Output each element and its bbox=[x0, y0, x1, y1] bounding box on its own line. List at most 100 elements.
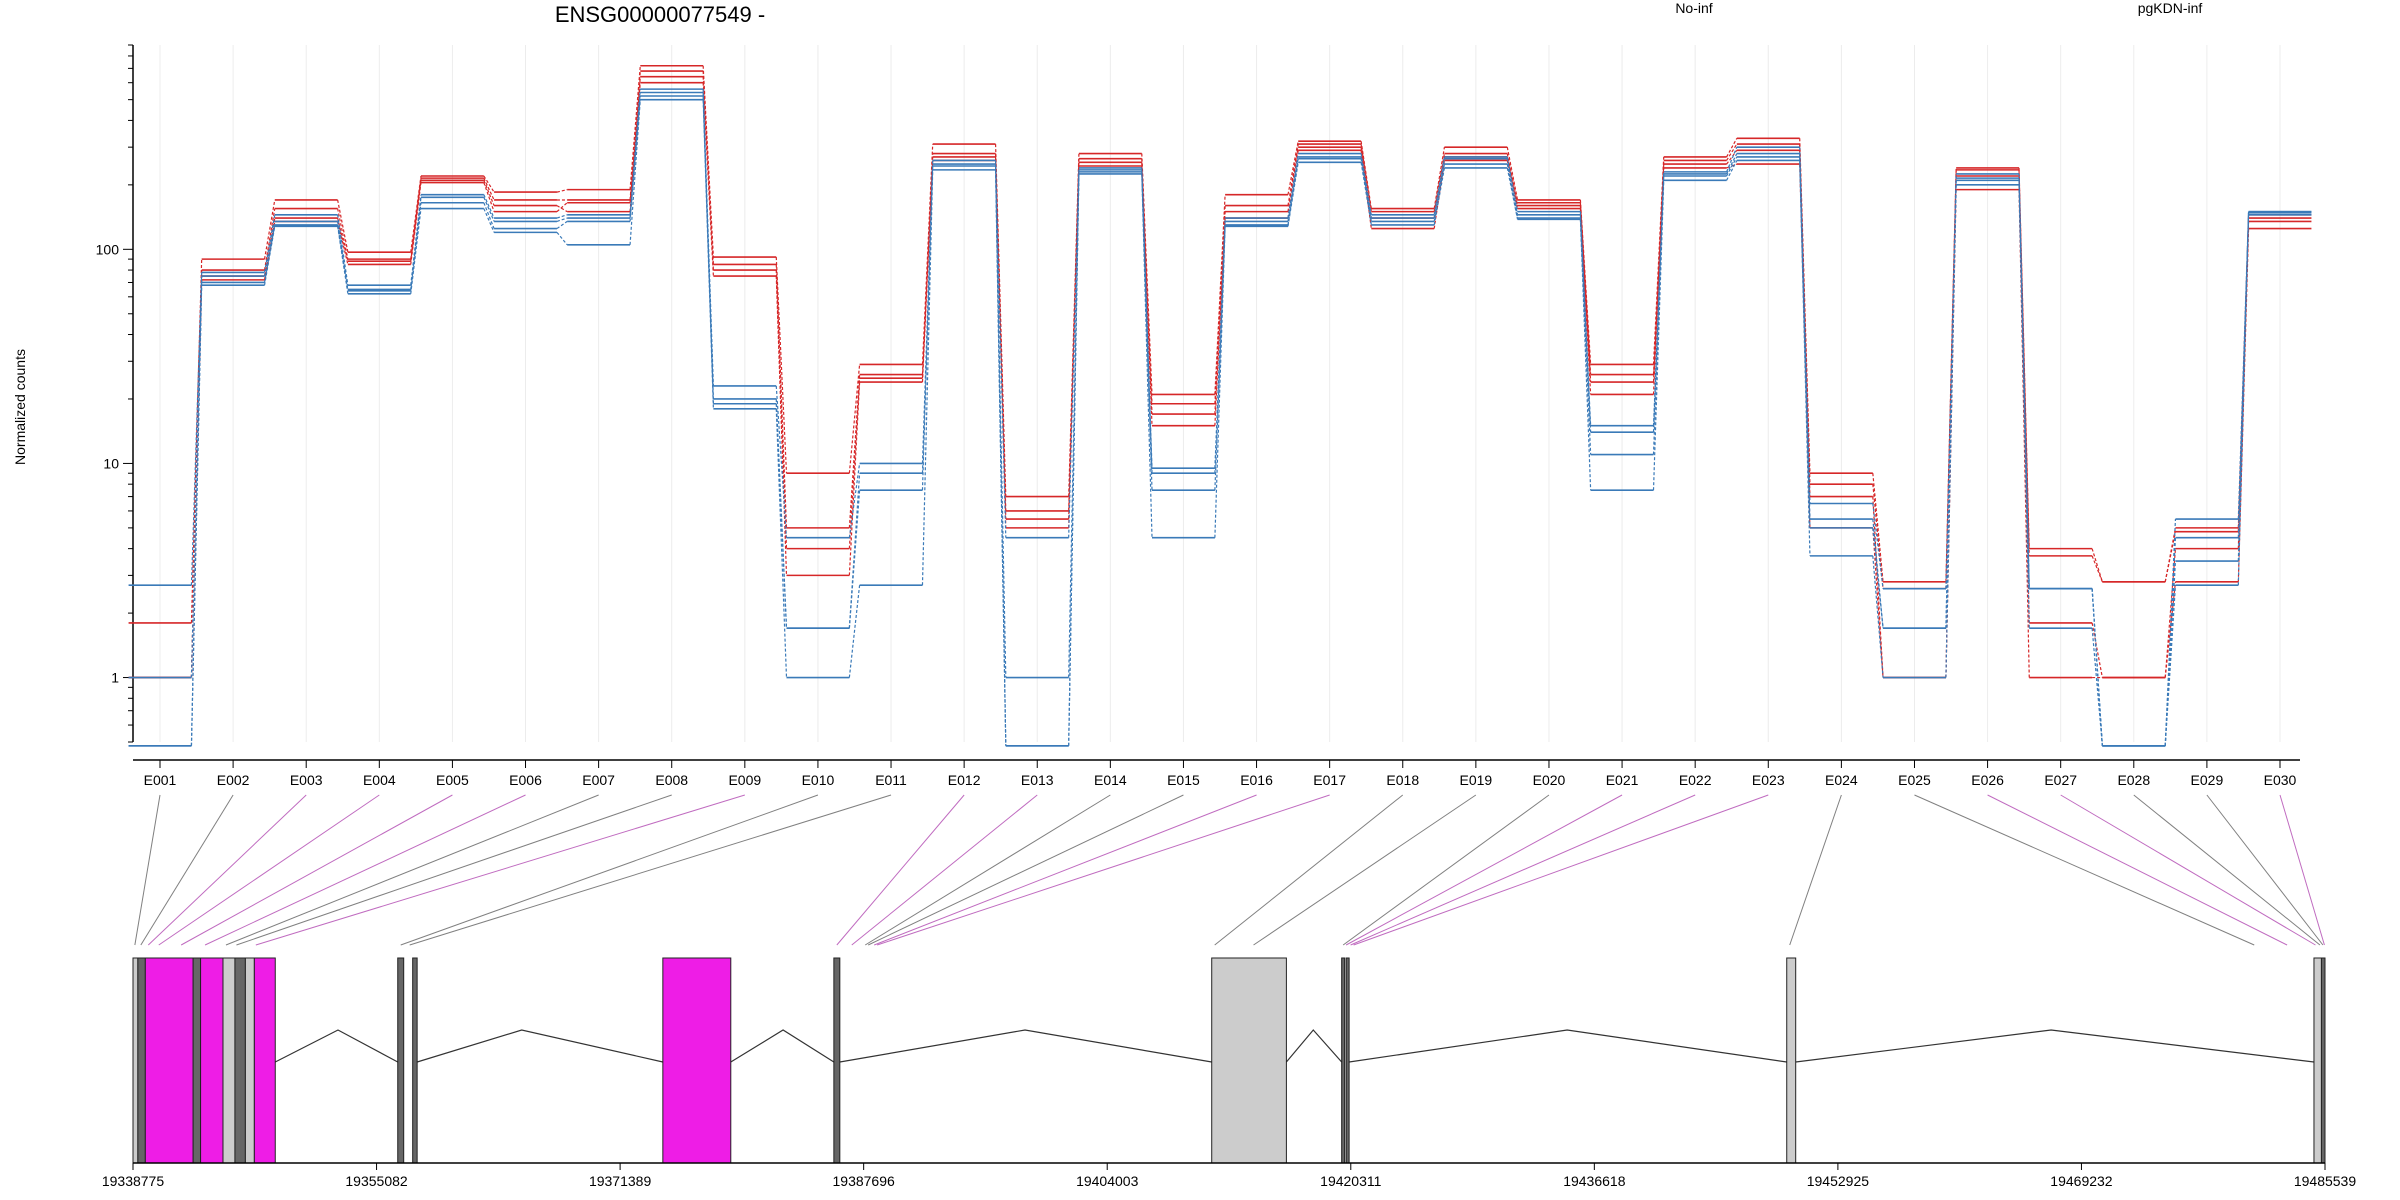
exon-transition-segment bbox=[410, 182, 422, 265]
exon-connector bbox=[1353, 794, 1769, 946]
intron bbox=[839, 1029, 1212, 1063]
exon-connector bbox=[1914, 794, 2255, 946]
exon-feature-normal bbox=[222, 957, 236, 1164]
exon-transition-segment bbox=[1068, 173, 1080, 746]
exon-transition-segment bbox=[848, 463, 861, 538]
exon-feature-thin bbox=[137, 957, 146, 1164]
exon-transition-segment bbox=[2237, 214, 2250, 538]
exon-transition-segment bbox=[1506, 156, 1519, 206]
x-tick-label: E010 bbox=[802, 772, 835, 788]
exon-transition-segment bbox=[1872, 473, 1884, 582]
exon-connector bbox=[409, 794, 892, 946]
exon-connector bbox=[836, 794, 965, 946]
exon-transition-segment bbox=[1872, 484, 1884, 589]
exon-transition-segment bbox=[702, 99, 714, 409]
exon-connector bbox=[1342, 794, 1550, 946]
exon-transition-segment bbox=[190, 259, 203, 623]
legend-label-pgkdn-inf: pgKDN-inf bbox=[2138, 0, 2203, 16]
exon-transition-segment bbox=[483, 180, 495, 206]
exon-transition-segment bbox=[1141, 171, 1153, 491]
exon-connector bbox=[1789, 794, 1842, 946]
exon-transition-segment bbox=[556, 214, 568, 219]
x-tick-label: E004 bbox=[363, 772, 396, 788]
genomic-coordinate-axis: 19338775 19355082 19371389 19387696 19404003… bbox=[102, 1162, 2356, 1189]
exon-connector bbox=[1987, 794, 2288, 946]
gridlines bbox=[159, 45, 2281, 742]
exon-transition-segment bbox=[1506, 158, 1519, 215]
exon-connector bbox=[851, 794, 1038, 946]
exon-transition-segment bbox=[2018, 184, 2030, 629]
x-tick-label: E024 bbox=[1825, 772, 1858, 788]
exon-transition-segment bbox=[1287, 141, 1299, 195]
exon-connector bbox=[2206, 794, 2324, 946]
chart-title: ENSG00000077549 - bbox=[555, 2, 765, 27]
genomic-tick-label: 19452925 bbox=[1807, 1173, 1870, 1189]
exon-transition-segment bbox=[848, 378, 861, 549]
exon-transition-segment bbox=[337, 208, 349, 260]
exon-transition-segment bbox=[1214, 224, 1226, 491]
exon-transition-segment bbox=[1579, 219, 1592, 491]
exon-connector bbox=[134, 794, 161, 946]
exon-transition-segment bbox=[921, 169, 934, 586]
x-tick-label: E022 bbox=[1679, 772, 1712, 788]
x-tick-label: E006 bbox=[509, 772, 542, 788]
exon-transition-segment bbox=[848, 374, 861, 528]
exon-transition-segment bbox=[1360, 147, 1372, 219]
exon-transition-segment bbox=[410, 202, 422, 290]
exon-connector bbox=[1350, 794, 1696, 946]
intron bbox=[1795, 1029, 2315, 1063]
exon-connector bbox=[873, 794, 1257, 946]
exon-transition-segment bbox=[2237, 212, 2250, 586]
genomic-tick-label: 19355082 bbox=[345, 1173, 408, 1189]
exon-connector bbox=[2060, 794, 2316, 946]
series-pgkdn-inf-6 bbox=[128, 95, 2312, 747]
exon-transition-segment bbox=[337, 221, 349, 265]
exon-transition-segment bbox=[2018, 180, 2030, 589]
exon-feature-significant bbox=[200, 957, 224, 1164]
exon-transition-segment bbox=[629, 95, 641, 222]
y-tick-label: 100 bbox=[96, 241, 120, 257]
exon-transition-segment bbox=[1360, 150, 1372, 229]
x-tick-label: E011 bbox=[875, 772, 907, 788]
exon-transition-segment bbox=[1726, 153, 1738, 175]
exon-connector bbox=[180, 794, 453, 946]
x-tick-label: E002 bbox=[217, 772, 250, 788]
exon-transition-segment bbox=[483, 182, 495, 212]
exon-transition-segment bbox=[1579, 205, 1592, 383]
x-tick-label: E021 bbox=[1606, 772, 1639, 788]
x-tick-label: E014 bbox=[1094, 772, 1127, 788]
x-tick-label: E012 bbox=[948, 772, 981, 788]
exon-feature-normal bbox=[2313, 957, 2322, 1164]
exon-transition-segment bbox=[1872, 503, 1884, 589]
genomic-tick-label: 19371389 bbox=[589, 1173, 652, 1189]
exon-transition-segment bbox=[1726, 143, 1738, 161]
y-axis: 1 10 100 bbox=[96, 44, 134, 743]
genomic-tick-label: 19420311 bbox=[1320, 1173, 1381, 1189]
exon-connector bbox=[1253, 794, 1477, 946]
exon-transition-segment bbox=[2018, 169, 2030, 556]
exon-feature-thin bbox=[412, 957, 418, 1164]
exon-transition-segment bbox=[629, 65, 641, 190]
exon-transition-segment bbox=[1214, 226, 1226, 538]
exon-transition-segment bbox=[1360, 144, 1372, 212]
genomic-tick-label: 19387696 bbox=[833, 1173, 896, 1189]
exon-transition-segment bbox=[1652, 180, 1665, 491]
exon-feature-significant bbox=[662, 957, 732, 1164]
series-pgkdn-inf-4 bbox=[128, 88, 2312, 747]
exon-transition-segment bbox=[921, 160, 934, 383]
legend-label-no-inf: No-inf bbox=[1675, 0, 1712, 16]
intron bbox=[274, 1029, 399, 1063]
exon-connector bbox=[867, 794, 1184, 946]
exon-feature-thin bbox=[833, 957, 841, 1164]
exon-feature-normal bbox=[132, 957, 139, 1164]
exon-connector bbox=[877, 794, 1330, 946]
exon-transition-segment bbox=[190, 285, 203, 746]
exon-transition-segment bbox=[1287, 162, 1299, 227]
exon-connector bbox=[1214, 794, 1404, 946]
exon-transition-segment bbox=[1872, 527, 1884, 629]
exon-transition-segment bbox=[1141, 173, 1153, 538]
x-tick-label: E017 bbox=[1313, 772, 1346, 788]
exon-transition-segment bbox=[337, 199, 349, 253]
exon-transition-segment bbox=[483, 177, 495, 201]
exon-connector bbox=[236, 794, 672, 946]
